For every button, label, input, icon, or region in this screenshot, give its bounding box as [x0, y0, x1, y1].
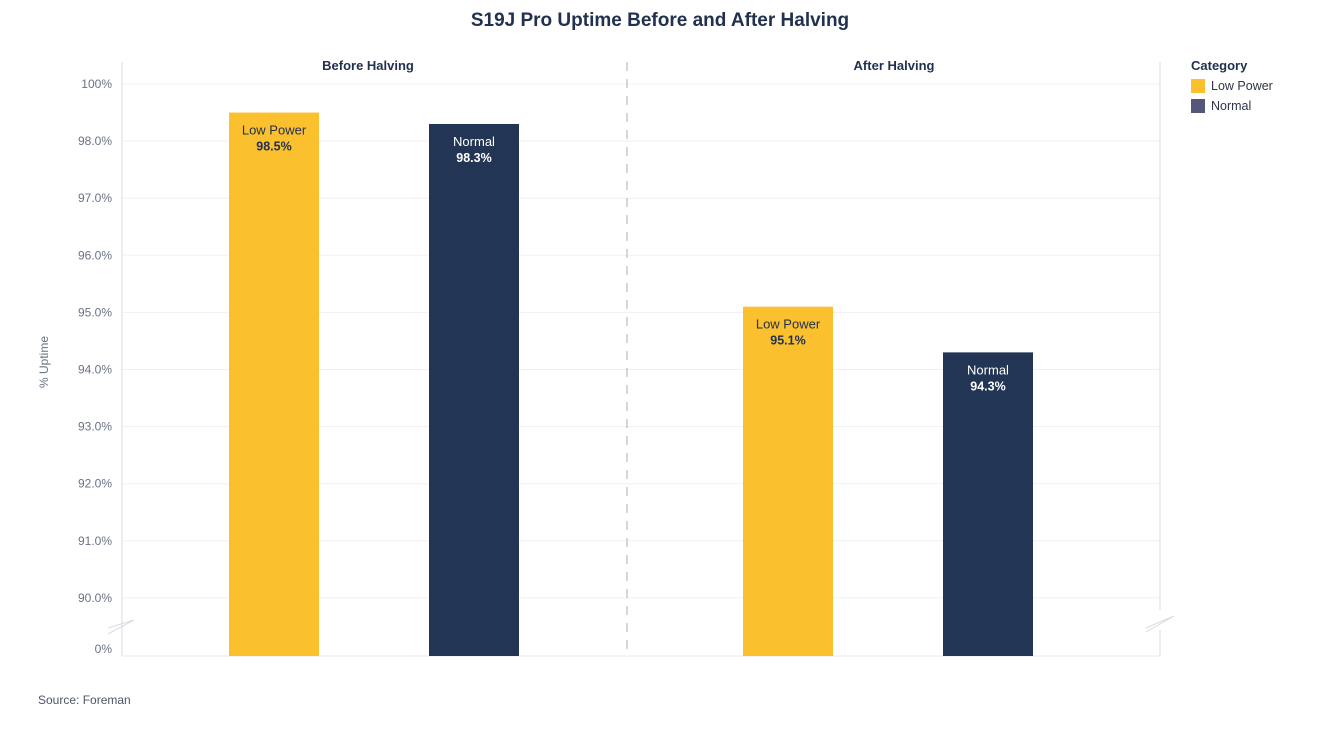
legend: Category Low Power Normal [1191, 58, 1273, 113]
bar-value-label: 98.5% [256, 140, 291, 154]
facet-title: After Halving [854, 58, 935, 73]
bar-normal [943, 352, 1033, 656]
bar-value-label: 98.3% [456, 151, 491, 165]
bar-value-label: 94.3% [970, 379, 1005, 393]
chart-title: S19J Pro Uptime Before and After Halving [471, 10, 849, 31]
legend-item-label: Normal [1211, 99, 1251, 113]
y-tick-label: 94.0% [78, 363, 112, 377]
source-note: Source: Foreman [38, 693, 131, 707]
bar-category-label: Low Power [756, 317, 821, 332]
bar-normal [429, 123, 519, 657]
y-tick-label: 93.0% [78, 420, 112, 434]
axis-break-left [107, 618, 135, 635]
y-tick-label: 96.0% [78, 248, 112, 262]
bar-low-power [229, 112, 319, 657]
y-tick-label: 92.0% [78, 477, 112, 491]
y-tick-label: 97.0% [78, 191, 112, 205]
bar-category-label: Normal [967, 362, 1009, 377]
bar-category-label: Normal [453, 134, 495, 149]
bar-category-label: Low Power [242, 123, 307, 138]
legend-item-label: Low Power [1211, 79, 1273, 93]
y-tick-label: 95.0% [78, 305, 112, 319]
facet-panels: Before Halving After Halving [322, 58, 934, 73]
legend-title: Category [1191, 58, 1248, 73]
y-tick-label: 90.0% [78, 591, 112, 605]
bar-low-power [743, 306, 833, 656]
y-tick-label: 0% [95, 642, 113, 656]
facet-title: Before Halving [322, 58, 414, 73]
bars: Low Power 98.5% Normal 98.3% Low Power 95.1% N… [229, 112, 1033, 657]
y-axis-label: % Uptime [37, 336, 51, 388]
bar-value-label: 95.1% [770, 334, 805, 348]
y-tick-label: 100% [81, 77, 112, 91]
y-tick-labels: 0% 90.0% 91.0% 92.0% 93.0% 94.0% 95.0% 96.0% 97.… [78, 77, 112, 656]
y-tick-label: 98.0% [78, 134, 112, 148]
legend-swatch [1191, 79, 1205, 93]
y-tick-label: 91.0% [78, 534, 112, 548]
legend-swatch [1191, 99, 1205, 113]
axis-break-right [1145, 615, 1175, 633]
